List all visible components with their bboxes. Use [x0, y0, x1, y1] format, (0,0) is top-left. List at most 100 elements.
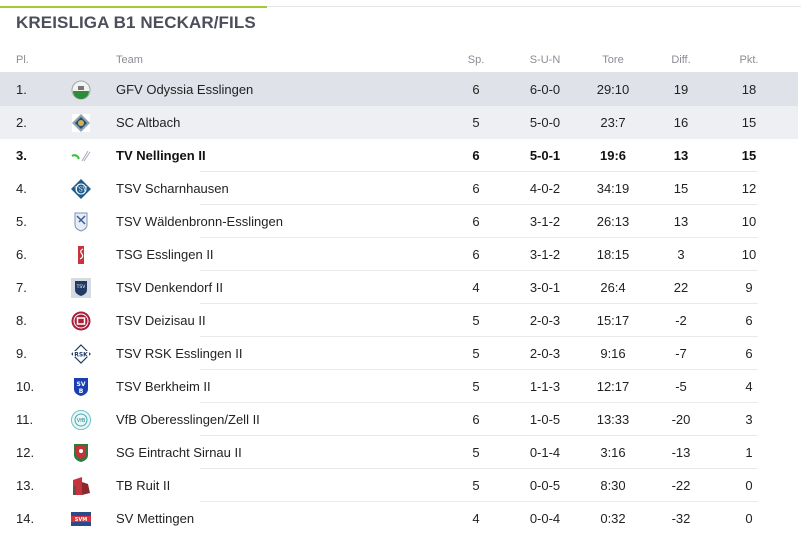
header-team: Team — [116, 54, 143, 66]
table-row[interactable]: 7. TSV TSV Denkendorf II 4 3-0-1 26:4 22… — [0, 271, 798, 304]
wins-draws-losses: 1-1-3 — [529, 379, 561, 394]
goals: 23:7 — [600, 115, 626, 130]
goals: 12:17 — [596, 379, 630, 394]
games: 6 — [472, 247, 480, 262]
team-name[interactable]: GFV Odyssia Esslingen — [116, 82, 254, 97]
points: 18 — [741, 82, 757, 97]
tv-nellingen-crest-icon — [71, 146, 91, 166]
goals: 19:6 — [599, 148, 627, 163]
tsv-waeldenbronn-crest-icon — [71, 212, 91, 232]
table-row[interactable]: 6. TSG Esslingen II 6 3-1-2 18:15 3 10 — [0, 238, 798, 271]
table-row[interactable]: 1. GFV Odyssia Esslingen 6 6-0-0 29:10 1… — [0, 73, 798, 106]
goals: 3:16 — [600, 445, 626, 460]
points: 9 — [745, 280, 753, 295]
goals: 0:32 — [600, 511, 626, 526]
svg-text:RSK: RSK — [74, 351, 88, 358]
tsv-berkheim-crest-icon: SV B — [71, 377, 91, 397]
goals: 8:30 — [600, 478, 626, 493]
team-name[interactable]: TSV Scharnhausen — [116, 181, 229, 196]
tsv-scharnhausen-crest-icon: TSV — [71, 179, 91, 199]
wins-draws-losses: 0-1-4 — [529, 445, 561, 460]
svg-text:TSV: TSV — [76, 284, 87, 290]
table-row[interactable]: 9. RSK TSV RSK Esslingen II 5 2-0-3 9:16… — [0, 337, 798, 370]
table-row[interactable]: 2. SC Altbach 5 5-0-0 23:7 16 15 — [0, 106, 798, 139]
accent-bar — [0, 6, 267, 8]
table-row[interactable]: 11. VfB VfB Oberesslingen/Zell II 6 1-0-… — [0, 403, 798, 436]
games: 6 — [472, 181, 480, 196]
rank: 9. — [16, 346, 27, 361]
goal-diff: -20 — [671, 412, 691, 427]
rank: 5. — [16, 214, 27, 229]
points: 0 — [745, 511, 753, 526]
tb-ruit-crest-icon — [71, 476, 91, 496]
wins-draws-losses: 5-0-1 — [529, 148, 561, 163]
sv-mettingen-crest-icon: SVM — [71, 509, 91, 529]
wins-draws-losses: 0-0-5 — [529, 478, 561, 493]
goal-diff: -7 — [675, 346, 687, 361]
rank: 6. — [16, 247, 27, 262]
team-name[interactable]: TSG Esslingen II — [116, 247, 214, 262]
team-name[interactable]: SC Altbach — [116, 115, 181, 130]
table-row[interactable]: 12. SG Eintracht Sirnau II 5 0-1-4 3:16 … — [0, 436, 798, 469]
goal-diff: 16 — [673, 115, 689, 130]
team-name[interactable]: SV Mettingen — [116, 511, 195, 526]
games: 5 — [472, 478, 480, 493]
points: 6 — [745, 346, 753, 361]
goal-diff: 3 — [677, 247, 685, 262]
points: 6 — [745, 313, 753, 328]
wins-draws-losses: 4-0-2 — [529, 181, 561, 196]
table-row[interactable]: 13. TB Ruit II 5 0-0-5 8:30 -22 0 — [0, 469, 798, 502]
rank: 10. — [16, 379, 35, 394]
header-pl: Pl. — [16, 54, 29, 66]
points: 10 — [741, 214, 757, 229]
wins-draws-losses: 2-0-3 — [529, 313, 561, 328]
points: 0 — [745, 478, 753, 493]
wins-draws-losses: 3-0-1 — [529, 280, 561, 295]
table-header: Pl. Team Sp. S-U-N Tore Diff. Pkt. — [0, 48, 798, 73]
goals: 34:19 — [596, 181, 630, 196]
goal-diff: 15 — [673, 181, 689, 196]
points: 4 — [745, 379, 753, 394]
team-name[interactable]: TSV Wäldenbronn-Esslingen — [116, 214, 283, 229]
wins-draws-losses: 2-0-3 — [529, 346, 561, 361]
rank: 11. — [16, 412, 34, 427]
wins-draws-losses: 5-0-0 — [529, 115, 561, 130]
table-row[interactable]: 3. TV Nellingen II 6 5-0-1 19:6 13 15 — [0, 139, 798, 172]
svg-text:B: B — [79, 388, 84, 395]
team-name[interactable]: TSV Deizisau II — [116, 313, 206, 328]
team-name[interactable]: VfB Oberesslingen/Zell II — [116, 412, 260, 427]
games: 4 — [472, 511, 480, 526]
wins-draws-losses: 3-1-2 — [529, 247, 561, 262]
sg-sirnau-crest-icon — [71, 443, 91, 463]
table-row[interactable]: 10. SV B TSV Berkheim II 5 1-1-3 12:17 -5… — [0, 370, 798, 403]
goals: 26:13 — [596, 214, 630, 229]
wins-draws-losses: 0-0-4 — [529, 511, 561, 526]
wins-draws-losses: 1-0-5 — [529, 412, 561, 427]
points: 15 — [741, 115, 757, 130]
rank: 8. — [16, 313, 27, 328]
header-tore: Tore — [602, 54, 624, 66]
rank: 12. — [16, 445, 35, 460]
tsv-deizisau-crest-icon — [71, 311, 91, 331]
team-name[interactable]: TSV RSK Esslingen II — [116, 346, 243, 361]
team-name[interactable]: TSV Berkheim II — [116, 379, 211, 394]
table-row[interactable]: 14. SVM SV Mettingen 4 0-0-4 0:32 -32 0 — [0, 502, 798, 535]
goals: 15:17 — [596, 313, 630, 328]
sc-altbach-crest-icon — [71, 113, 91, 133]
goal-diff: -13 — [671, 445, 691, 460]
rank: 1. — [16, 82, 27, 97]
table-row[interactable]: 4. TSV TSV Scharnhausen 6 4-0-2 34:19 15… — [0, 172, 798, 205]
header-pkt: Pkt. — [739, 54, 759, 66]
table-row[interactable]: 5. TSV Wäldenbronn-Esslingen 6 3-1-2 26:… — [0, 205, 798, 238]
team-name[interactable]: SG Eintracht Sirnau II — [116, 445, 242, 460]
team-name[interactable]: TSV Denkendorf II — [116, 280, 223, 295]
team-name[interactable]: TB Ruit II — [116, 478, 171, 493]
vfb-oberesslingen-crest-icon: VfB — [71, 410, 91, 430]
table-row[interactable]: 8. TSV Deizisau II 5 2-0-3 15:17 -2 6 — [0, 304, 798, 337]
tsg-esslingen-crest-icon — [71, 245, 91, 265]
goals: 18:15 — [596, 247, 630, 262]
rank: 7. — [16, 280, 27, 295]
team-name[interactable]: TV Nellingen II — [116, 148, 206, 163]
header-sun: S-U-N — [529, 54, 561, 66]
games: 5 — [472, 379, 480, 394]
